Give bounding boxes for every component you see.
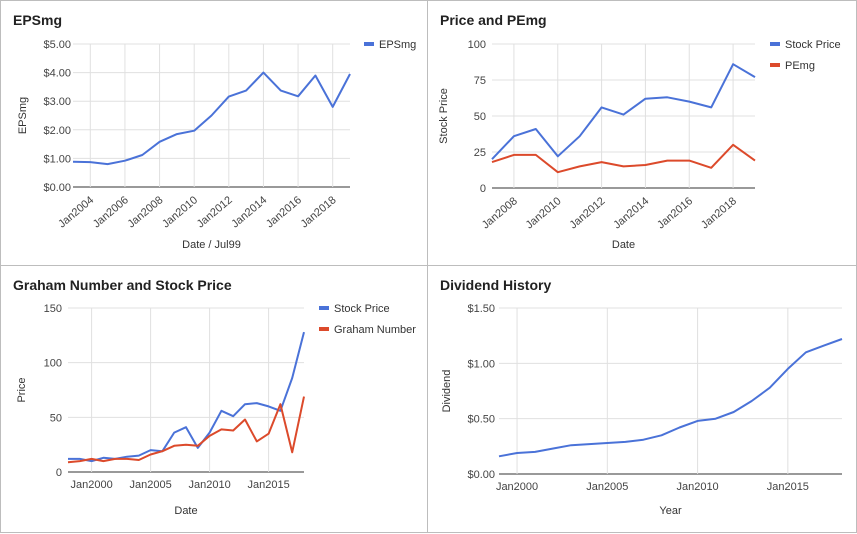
x-tick-label: Jan2012 bbox=[195, 194, 235, 230]
y-tick-label: $3.00 bbox=[43, 96, 71, 108]
legend-swatch bbox=[770, 63, 780, 67]
y-tick-label: 0 bbox=[480, 183, 486, 195]
y-tick-label: $0.00 bbox=[43, 182, 71, 194]
x-tick-label: Jan2012 bbox=[567, 195, 607, 231]
y-tick-label: 100 bbox=[468, 39, 486, 51]
x-tick-label: Jan2010 bbox=[524, 195, 564, 231]
legend-swatch bbox=[770, 42, 780, 46]
x-tick-label: Jan2018 bbox=[299, 194, 339, 230]
x-tick-label: Jan2008 bbox=[480, 195, 520, 231]
x-tick-label: Jan2018 bbox=[699, 195, 739, 231]
legend-swatch bbox=[364, 42, 374, 46]
y-tick-label: $5.00 bbox=[43, 39, 71, 51]
x-tick-label: Jan2014 bbox=[611, 195, 651, 231]
y-tick-label: 0 bbox=[56, 467, 62, 479]
x-tick-label: Jan2006 bbox=[91, 194, 131, 230]
series-line bbox=[67, 396, 305, 464]
y-tick-label: $4.00 bbox=[43, 68, 71, 80]
graham-chart-panel: Graham Number and Stock Price 0 50 100 150 J… bbox=[0, 265, 428, 533]
x-tick-label: Jan2000 bbox=[70, 479, 112, 491]
x-axis-label: Date bbox=[612, 239, 635, 251]
dividend-chart-panel: Dividend History $0.00 $0.50 $1.00 $1.50 Jan… bbox=[427, 265, 857, 533]
series-line bbox=[498, 338, 843, 458]
x-tick-label: Jan2014 bbox=[229, 194, 269, 230]
legend-label: PEmg bbox=[785, 60, 815, 72]
y-tick-label: 100 bbox=[44, 358, 62, 370]
legend-label: EPSmg bbox=[379, 39, 416, 51]
y-axis-label: Stock Price bbox=[438, 88, 450, 144]
x-tick-label: Jan2008 bbox=[125, 194, 165, 230]
legend-swatch bbox=[319, 327, 329, 331]
y-axis-label: Price bbox=[16, 377, 28, 402]
x-tick-label: Jan2010 bbox=[188, 479, 230, 491]
x-tick-label: Jan2005 bbox=[586, 481, 628, 493]
y-tick-label: $1.50 bbox=[467, 303, 495, 315]
x-tick-label: Jan2000 bbox=[496, 481, 538, 493]
y-tick-label: 75 bbox=[474, 75, 486, 87]
x-tick-label: Jan2016 bbox=[264, 194, 304, 230]
chart-title: Graham Number and Stock Price bbox=[13, 277, 232, 293]
x-tick-label: Jan2005 bbox=[129, 479, 171, 491]
series-line bbox=[491, 143, 756, 174]
x-tick-label: Jan2010 bbox=[160, 194, 200, 230]
x-axis-label: Date bbox=[174, 505, 197, 517]
chart-title: Price and PEmg bbox=[440, 12, 547, 28]
x-tick-label: Jan2016 bbox=[655, 195, 695, 231]
graham-chart: 0 50 100 150 Jan2000 Jan2005 Jan2010 Jan2015 Dat… bbox=[16, 303, 416, 517]
y-tick-label: 50 bbox=[50, 412, 62, 424]
y-tick-label: $2.00 bbox=[43, 125, 71, 137]
dividend-chart: $0.00 $0.50 $1.00 $1.50 Jan2000 Jan2005 Jan201… bbox=[441, 303, 843, 517]
y-tick-label: $0.50 bbox=[467, 414, 495, 426]
y-tick-label: 25 bbox=[474, 147, 486, 159]
eps-chart: $0.00$1.00$2.00$3.00$4.00$5.00Jan2004Jan… bbox=[17, 39, 416, 251]
series-line bbox=[68, 331, 305, 463]
x-tick-label: Jan2010 bbox=[676, 481, 718, 493]
eps-chart-panel: EPSmg $0.00 $1.00 $2.00 $3.00 $4.00 $5.00 Jan2… bbox=[0, 0, 428, 266]
y-tick-label: 50 bbox=[474, 111, 486, 123]
x-tick-label: Jan2015 bbox=[247, 479, 289, 491]
chart-title: Dividend History bbox=[440, 277, 552, 293]
y-axis-label: EPSmg bbox=[17, 97, 29, 134]
x-axis-label: Date / Jul99 bbox=[182, 239, 241, 251]
series-line bbox=[491, 63, 756, 160]
y-tick-label: $1.00 bbox=[467, 358, 495, 370]
chart-title: EPSmg bbox=[13, 12, 63, 28]
series-line bbox=[72, 71, 351, 166]
y-tick-label: 150 bbox=[44, 303, 62, 315]
y-axis-label: Dividend bbox=[441, 370, 453, 413]
legend-label: Stock Price bbox=[785, 39, 841, 51]
y-tick-label: $0.00 bbox=[467, 469, 495, 481]
price-pe-chart-panel: Price and PEmg 0 25 50 75 100 Jan2008 Jan2010 J… bbox=[427, 0, 857, 266]
legend-label: Graham Number bbox=[334, 324, 416, 336]
x-axis-label: Year bbox=[659, 505, 682, 517]
legend-label: Stock Price bbox=[334, 303, 390, 315]
legend-swatch bbox=[319, 306, 329, 310]
y-tick-label: $1.00 bbox=[43, 153, 71, 165]
x-tick-label: Jan2004 bbox=[56, 194, 96, 230]
x-tick-label: Jan2015 bbox=[767, 481, 809, 493]
